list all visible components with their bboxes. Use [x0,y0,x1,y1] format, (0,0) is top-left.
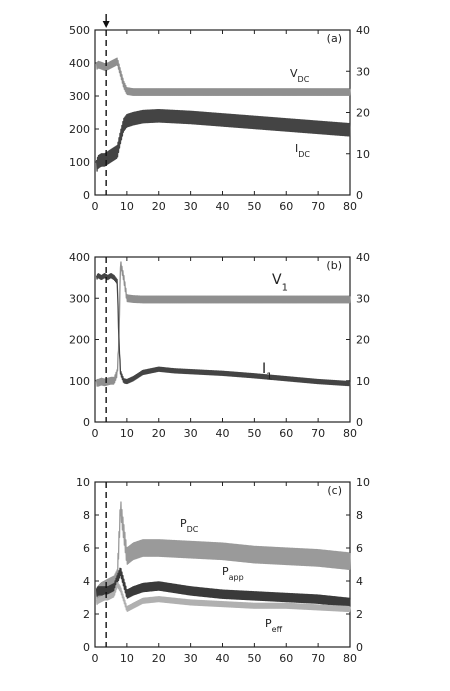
series-line [95,261,351,387]
x-tick-label: 0 [92,200,99,213]
panel-label: (b) [326,259,342,272]
x-tick-label: 50 [247,427,261,440]
series-line [95,501,351,605]
x-tick-label: 80 [343,200,357,213]
series-label: PDC [180,517,199,534]
y-left-tick-label: 2 [83,608,90,621]
y-left-tick-label: 8 [83,509,90,522]
y-right-tick-label: 2 [356,608,363,621]
y-left-tick-label: 100 [69,156,90,169]
x-tick-label: 60 [279,200,293,213]
plot-frame [94,256,351,423]
y-right-tick-label: 40 [356,251,370,264]
series-label: Peff [265,617,283,634]
x-tick-label: 40 [216,427,230,440]
y-left-tick-label: 200 [69,123,90,136]
y-right-tick-label: 30 [356,65,370,78]
y-left-tick-label: 0 [83,189,90,202]
x-tick-label: 20 [152,652,166,665]
panel-label: (c) [327,484,342,497]
y-left-tick-label: 500 [69,24,90,37]
series-line [95,581,351,613]
series-label: I1 [262,361,273,382]
x-tick-label: 60 [279,652,293,665]
x-tick-label: 50 [247,200,261,213]
series-label: V1 [272,272,288,293]
y-right-tick-label: 4 [356,575,363,588]
x-tick-label: 60 [279,427,293,440]
y-right-tick-label: 30 [356,292,370,305]
y-right-tick-label: 0 [356,641,363,654]
x-tick-label: 80 [343,427,357,440]
y-right-tick-label: 20 [356,107,370,120]
y-right-tick-label: 0 [356,416,363,429]
x-tick-label: 80 [343,652,357,665]
series-line [95,57,351,96]
x-tick-label: 20 [152,200,166,213]
y-right-tick-label: 10 [356,375,370,388]
panel-a: 0 10 20 30 40 50 60 70 8001002003004005000102030… [69,14,370,213]
y-left-tick-label: 10 [76,476,90,489]
y-left-tick-label: 0 [83,641,90,654]
series-line [95,108,351,172]
y-right-tick-label: 6 [356,542,363,555]
series-line [95,272,351,387]
y-right-tick-label: 10 [356,476,370,489]
x-tick-label: 40 [216,652,230,665]
y-left-tick-label: 100 [69,375,90,388]
series-line [95,567,351,608]
x-tick-label: 70 [311,652,325,665]
arrow-head-icon [102,21,110,28]
x-tick-label: 70 [311,427,325,440]
panel-label: (a) [327,32,342,45]
x-tick-label: 70 [311,200,325,213]
y-left-tick-label: 6 [83,542,90,555]
y-left-tick-label: 300 [69,90,90,103]
panel-b: 0 10 20 30 40 50 60 70 800100200300400010203040V… [69,251,370,440]
y-right-tick-label: 10 [356,148,370,161]
y-left-tick-label: 400 [69,251,90,264]
x-tick-label: 40 [216,200,230,213]
y-right-tick-label: 0 [356,189,363,202]
x-tick-label: 0 [92,652,99,665]
y-left-tick-label: 200 [69,334,90,347]
x-tick-label: 10 [120,200,134,213]
x-tick-label: 30 [184,200,198,213]
series-label: IDC [295,142,310,159]
y-left-tick-label: 300 [69,292,90,305]
y-left-tick-label: 400 [69,57,90,70]
x-tick-label: 0 [92,427,99,440]
x-tick-label: 10 [120,427,134,440]
y-right-tick-label: 20 [356,334,370,347]
series-label: VDC [290,67,310,84]
y-left-tick-label: 0 [83,416,90,429]
x-tick-label: 30 [184,652,198,665]
y-right-tick-label: 8 [356,509,363,522]
x-tick-label: 30 [184,427,198,440]
y-left-tick-label: 4 [83,575,90,588]
x-tick-label: 50 [247,652,261,665]
y-right-tick-label: 40 [356,24,370,37]
series-label: Papp [222,565,244,582]
panel-c: 0 10 20 30 40 50 60 70 8002468100246810PDCPappPe… [76,476,370,665]
x-tick-label: 10 [120,652,134,665]
x-tick-label: 20 [152,427,166,440]
